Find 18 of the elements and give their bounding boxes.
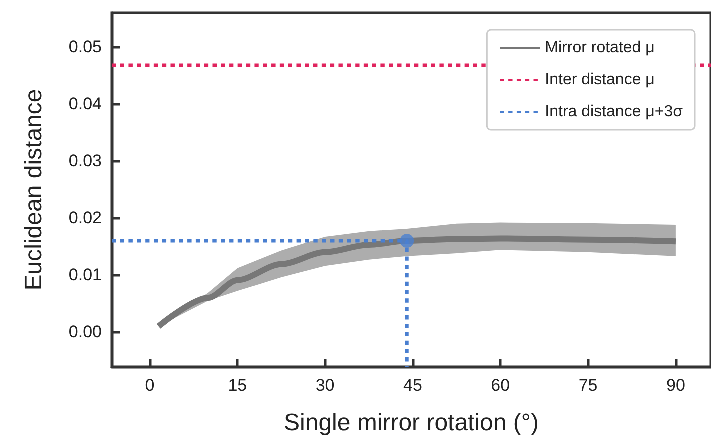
x-tick-label: 45 bbox=[404, 376, 422, 395]
y-tick-label: 0.02 bbox=[68, 208, 102, 228]
legend-label: Inter distance μ bbox=[545, 72, 655, 88]
y-tick-label: 0.03 bbox=[68, 152, 102, 171]
y-tick-label: 0.00 bbox=[68, 322, 102, 342]
x-tick-label: 90 bbox=[666, 376, 686, 395]
legend-label: Intra distance μ+3σ bbox=[545, 104, 684, 120]
x-tick-label: 30 bbox=[316, 376, 335, 395]
x-tick-label: 60 bbox=[491, 376, 510, 395]
y-axis-title: Euclidean distance bbox=[20, 89, 48, 291]
x-tick-label: 75 bbox=[578, 376, 598, 395]
x-axis-title: Single mirror rotation (°) bbox=[284, 410, 539, 436]
x-tick-label: 0 bbox=[145, 376, 155, 395]
y-tick-label: 0.01 bbox=[68, 266, 102, 285]
y-tick-label: 0.04 bbox=[68, 94, 102, 114]
legend-label: Mirror rotated μ bbox=[545, 40, 655, 56]
x-tick-label: 15 bbox=[228, 376, 248, 395]
y-tick-label: 0.05 bbox=[68, 38, 102, 57]
